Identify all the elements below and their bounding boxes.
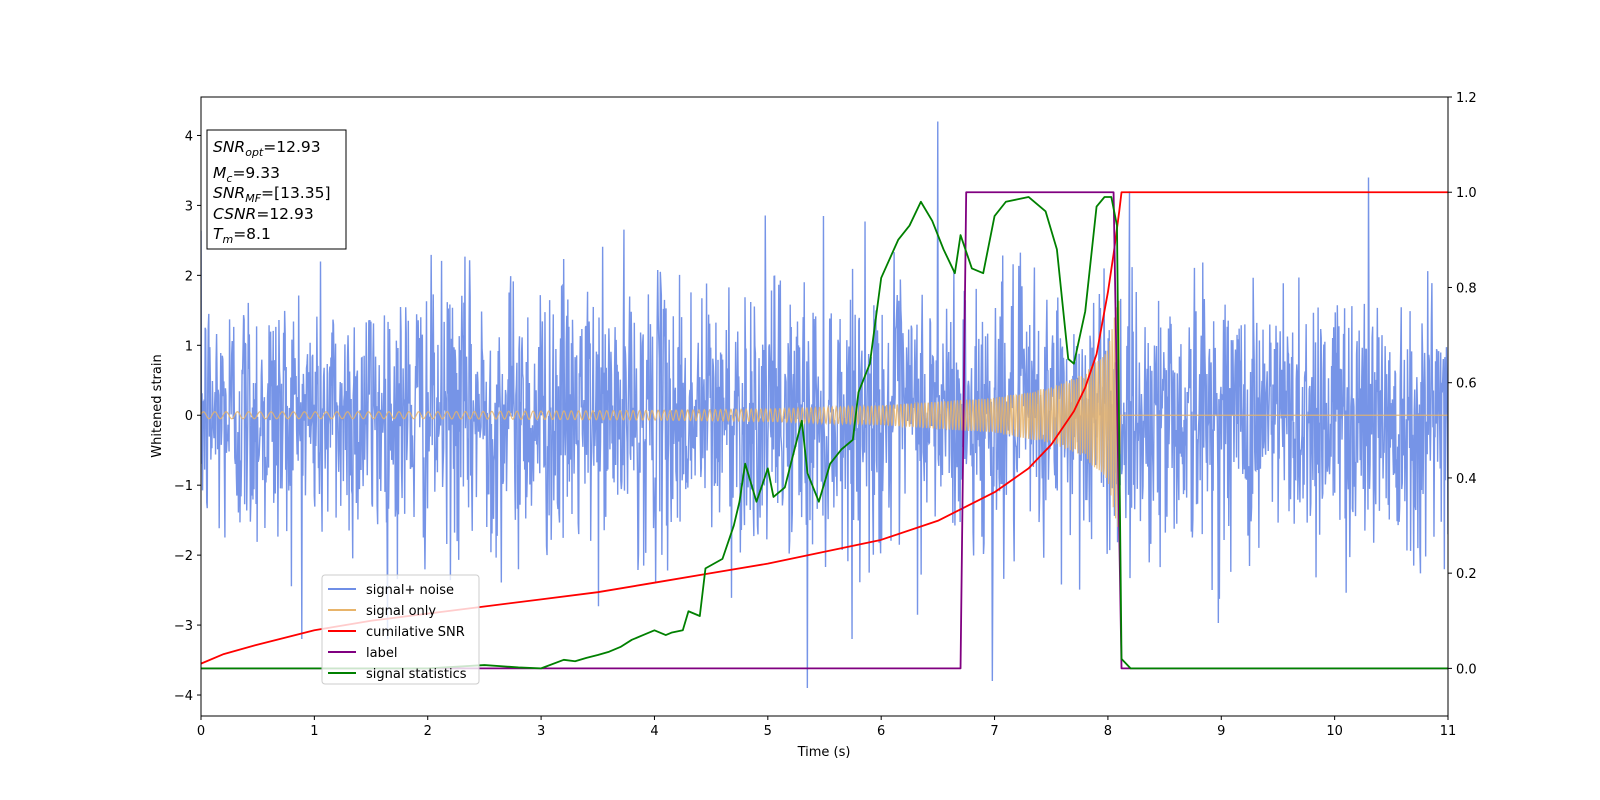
y-tick-label: 0 [185,409,193,424]
x-tick-label: 11 [1440,724,1457,739]
legend-label: signal statistics [366,667,467,682]
info-tm: Tm=8.1 [213,225,271,246]
series-signal-statistics-line [201,196,1448,670]
x-tick-label: 7 [990,724,998,739]
y-tick-label: 1 [185,339,193,354]
x-tick-label: 6 [877,724,885,739]
y-tick-label: −2 [174,549,193,564]
y-axis-left: −4 −3 −2 −1 0 1 2 3 4 [174,129,201,704]
y-tick-label: 4 [185,129,193,144]
y2-tick-label: 1.0 [1456,186,1477,201]
x-tick-label: 0 [197,724,205,739]
x-tick-label: 3 [537,724,545,739]
legend-label: signal only [366,604,436,619]
y-axis-right: 0.0 0.2 0.4 0.6 0.8 1.0 1.2 [1448,91,1477,677]
info-mc: Mc=9.33 [213,164,280,185]
x-tick-label: 1 [310,724,318,739]
info-csnr: CSNR=12.93 [213,205,314,223]
y-tick-label: 2 [185,269,193,284]
x-tick-label: 5 [764,724,772,739]
series-signal-noise-line [201,121,1448,689]
y2-tick-label: 0.4 [1456,472,1477,487]
y-axis-label: Whitened strain [150,354,165,457]
info-snr-opt: SNRopt=12.93 [213,138,321,159]
y-tick-label: −1 [174,479,193,494]
legend: signal+ noise signal only cumilative SNR la… [321,574,480,685]
x-axis-label: Time (s) [797,745,851,760]
y2-tick-label: 0.0 [1456,662,1477,677]
legend-label: signal+ noise [366,583,454,598]
y-tick-label: −4 [174,689,193,704]
y2-tick-label: 0.8 [1456,281,1477,296]
legend-frame [321,574,480,685]
y2-tick-label: 0.2 [1456,567,1477,582]
x-tick-label: 8 [1104,724,1112,739]
y-tick-label: −3 [174,619,193,634]
y2-tick-label: 0.6 [1456,377,1477,392]
x-tick-label: 4 [650,724,658,739]
y2-tick-label: 1.2 [1456,91,1477,106]
series-signal-only-line [201,300,1448,528]
x-tick-label: 10 [1326,724,1343,739]
x-axis: 0 1 2 3 4 5 6 7 8 9 10 11 [197,716,1456,739]
legend-label: cumilative SNR [366,625,465,640]
plot-frame [200,96,1449,717]
y-tick-label: 3 [185,199,193,214]
legend-label: label [366,646,397,661]
info-box-frame [206,129,347,250]
x-tick-label: 2 [424,724,432,739]
info-box: SNRopt=12.93 Mc=9.33 SNRMF=[13.35] CSNR=… [206,129,347,250]
x-tick-label: 9 [1217,724,1225,739]
info-snr-mf: SNRMF=[13.35] [213,184,331,205]
